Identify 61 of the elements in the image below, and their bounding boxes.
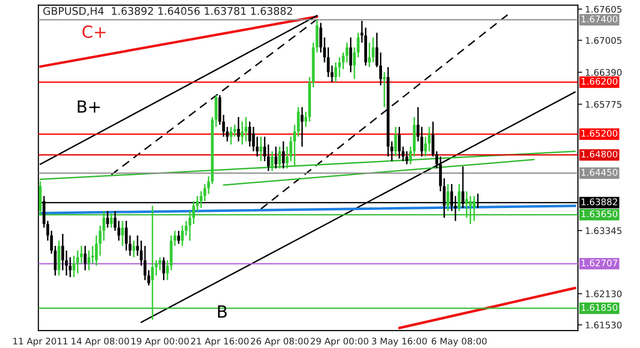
candlestick	[151, 205, 154, 320]
candlestick	[472, 195, 476, 222]
candlestick	[382, 72, 386, 108]
candlestick	[398, 126, 401, 160]
ref-line-label: 1.65200	[582, 130, 618, 137]
candlestick	[338, 56, 341, 78]
candlestick	[300, 106, 304, 148]
candlestick	[244, 116, 248, 142]
candlestick	[274, 146, 278, 170]
candlestick	[394, 126, 397, 158]
x-tick-label: 6 May 08:00	[432, 338, 487, 346]
candlestick	[230, 126, 232, 146]
x-tick-label: 19 Apr 00:00	[132, 338, 189, 346]
candlestick	[106, 210, 109, 228]
annotation: B	[218, 305, 227, 318]
candlestick	[326, 46, 330, 78]
candlestick	[84, 245, 87, 271]
candlestick	[256, 136, 259, 158]
candlestick	[420, 126, 424, 158]
y-tick-label: 1.62130	[586, 290, 622, 298]
candlestick	[428, 126, 431, 152]
candlestick	[468, 195, 472, 225]
y-tick-label: 1.61530	[586, 322, 622, 328]
x-tick-label: 26 Apr 08:00	[250, 338, 308, 346]
x-tick-label: 3 May 16:00	[372, 338, 427, 346]
x-tick-label: 11 Apr 2011	[13, 338, 68, 346]
candlestick	[278, 146, 282, 170]
candlestick	[334, 62, 338, 83]
y-tick-label: 1.67005	[586, 37, 622, 44]
y-tick-label: 1.65775	[586, 100, 622, 108]
candlestick	[270, 150, 274, 172]
x-tick-label: 14 Apr 08:00	[72, 338, 129, 346]
ref-line-label: 1.67400	[582, 16, 618, 22]
candlestick	[319, 22, 322, 54]
ref-line-label: 1.62707	[582, 259, 618, 266]
ref-line-label: 1.64450	[582, 168, 618, 176]
candlestick	[282, 140, 285, 170]
candlestick	[372, 36, 375, 64]
chart-title: GBPUSD,H4 1.63892 1.64056 1.63781 1.63882	[43, 7, 292, 16]
candlestick	[342, 52, 345, 70]
y-tick-label: 1.66390	[586, 69, 622, 76]
y-tick-label: 1.63345	[586, 227, 622, 234]
ref-line-label: 1.66200	[582, 78, 618, 85]
candlestick	[124, 220, 128, 252]
candlestick	[68, 256, 72, 278]
candlestick	[237, 116, 240, 142]
candlestick	[368, 42, 371, 68]
candlestick	[121, 220, 124, 247]
ref-line-label: 1.61850	[582, 304, 618, 311]
x-tick-label: 29 Apr 00:00	[310, 338, 368, 346]
candlestick	[260, 136, 262, 162]
ref-line-label: 1.63650	[582, 210, 618, 218]
candlestick	[180, 224, 184, 247]
ref-line-label: 1.64800	[582, 150, 618, 158]
x-tick-label: 21 Apr 16:00	[191, 338, 249, 346]
annotation: C+	[82, 25, 106, 38]
candlestick	[87, 250, 90, 271]
ref-line-label: 1.63882	[582, 198, 618, 206]
candlestick	[446, 183, 450, 212]
y-tick-label: 1.67605	[586, 6, 622, 13]
annotation: B+	[78, 100, 100, 113]
